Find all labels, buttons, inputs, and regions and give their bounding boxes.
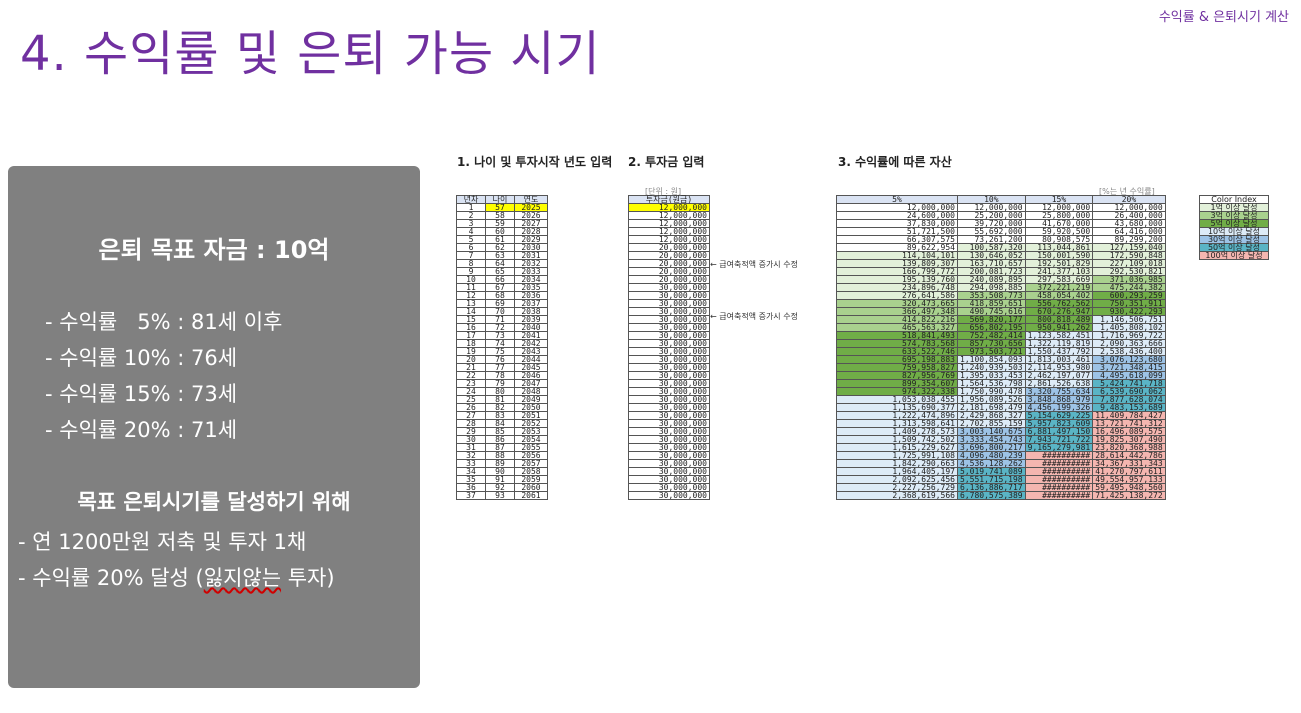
table-row: 66,307,575 73,261,200 80,908,575 89,299,200 [836,235,1166,244]
table-row: 1,222,474,896 2,429,868,327 5,154,629,225 1… [836,411,1166,420]
spellcheck-word: 잃지않는 [203,566,282,590]
table-row: 1,842,290,663 4,536,128,262 ########## 34,3… [836,459,1166,468]
strategy-item: - 수익률 20% 달성 (잃지않는 투자) [18,566,335,590]
investment-table: 투자금(원금) 12,000,000 12,000,000 12,000,000 12,… [628,195,710,500]
legend-item: 100억 이상 달성 [1199,251,1269,260]
table-row: 320,473,665 418,859,651 556,762,562 750,351… [836,299,1166,308]
retirement-goal: 은퇴 목표 자금 : 10억 [98,236,330,264]
legend-swatch-label: 100억 이상 달성 [1199,251,1269,260]
return-item: - 수익률 10% : 76세 [45,346,238,370]
table-row: 166,799,772 200,081,723 241,377,103 292,530… [836,267,1166,276]
table-row: 30,000,000 [628,491,710,500]
table-row: 14 70 2038 [456,307,548,316]
table-row: 574,783,568 857,730,656 1,322,119,819 2,090… [836,339,1166,348]
adjust-note: ← 급여축적액 증가시 수정 [710,260,798,269]
color-index-legend: Color Index 1억 이상 달성 3억 이상 달성 5억 이상 달성 10억 이… [1199,195,1269,260]
table-cell: 6,780,575,389 [957,491,1026,500]
table-row: 1,313,598,641 2,702,855,159 5,957,823,609 1… [836,419,1166,428]
table-row: 827,956,769 1,395,033,453 2,462,197,077 4,4… [836,371,1166,380]
table-row: 1 57 2025 [456,203,548,212]
section-3-title: 3. 수익률에 따른 자산 [838,155,952,169]
table-row: 633,522,746 973,503,721 1,550,437,792 2,538… [836,347,1166,356]
return-item: - 수익률 5% : 81세 이후 [45,310,283,334]
table-row: 2,092,625,456 5,551,715,198 ########## 49,5… [836,475,1166,484]
page-title: 4. 수익률 및 은퇴 가능 시기 [20,26,601,82]
table-row: 1,964,405,197 5,019,741,089 ########## 41,2… [836,467,1166,476]
table-row: 31 87 2055 [456,443,548,452]
table-row: 518,841,493 752,482,414 1,123,582,451 1,716… [836,331,1166,340]
table-row: 1,135,690,377 2,181,698,479 4,456,199,326 9… [836,403,1166,412]
table-row: 29 85 2053 [456,427,548,436]
summary-panel: 은퇴 목표 자금 : 10억 - 수익률 5% : 81세 이후 - 수익률 1… [8,166,420,688]
rate-note: [%는 년 수익률] [1099,187,1155,196]
table-row: 23 79 2047 [456,379,548,388]
strategy-title: 목표 은퇴시기를 달성하기 위해 [77,490,351,514]
table-row: 2 58 2026 [456,211,548,220]
table-row: 2,227,256,729 6,136,886,717 ########## 59,4… [836,483,1166,492]
return-item: - 수익률 20% : 71세 [45,418,238,442]
table-row: 8 64 2032 [456,259,548,268]
asset-growth-table: 5% 10% 15% 20% 12,000,000 12,000,000 12,000,00… [836,195,1166,500]
table-row: 1,509,742,502 3,333,454,743 7,943,721,722 1… [836,435,1166,444]
table-cell: 30,000,000 [628,491,710,500]
table-cell: 2061 [514,491,548,500]
table-row: 37 93 2061 [456,491,548,500]
table-row: 12,000,000 12,000,000 12,000,000 12,000,000 [836,203,1166,212]
table-cell: 37 [456,491,486,500]
table-cell: ########## [1024,491,1094,500]
column-header: 5% [836,195,958,204]
table-row: 195,139,760 240,089,895 297,583,669 371,036… [836,275,1166,284]
table-row: 1,053,038,455 1,956,089,526 3,848,868,979 7… [836,395,1166,404]
adjust-note: ← 급여축적액 증가시 수정 [710,312,798,321]
age-year-table: 년차 나이 연도 1 57 2025 2 58 2026 3 59 2027 4 60 2028 5 61 202… [456,195,548,500]
table-cell: 71,425,138,272 [1092,491,1166,500]
corner-label: 수익률 & 은퇴시기 계산 [1158,10,1289,25]
section-1-title: 1. 나이 및 투자시작 년도 입력 [457,155,613,169]
section-2-title: 2. 투자금 입력 [628,155,705,169]
return-item: - 수익률 15% : 73세 [45,382,238,406]
table-cell: 2,368,619,566 [836,491,958,500]
table-row: 2,368,619,566 6,780,575,389 ########## 71,4… [836,491,1166,500]
unit-note: [단위 : 원] [645,187,682,196]
table-cell: 93 [485,491,515,500]
strategy-item: - 연 1200만원 저축 및 투자 1채 [18,530,307,554]
table-row: 974,322,338 1,750,990,478 3,320,755,634 6,5… [836,387,1166,396]
table-row: 17 73 2041 [456,331,548,340]
